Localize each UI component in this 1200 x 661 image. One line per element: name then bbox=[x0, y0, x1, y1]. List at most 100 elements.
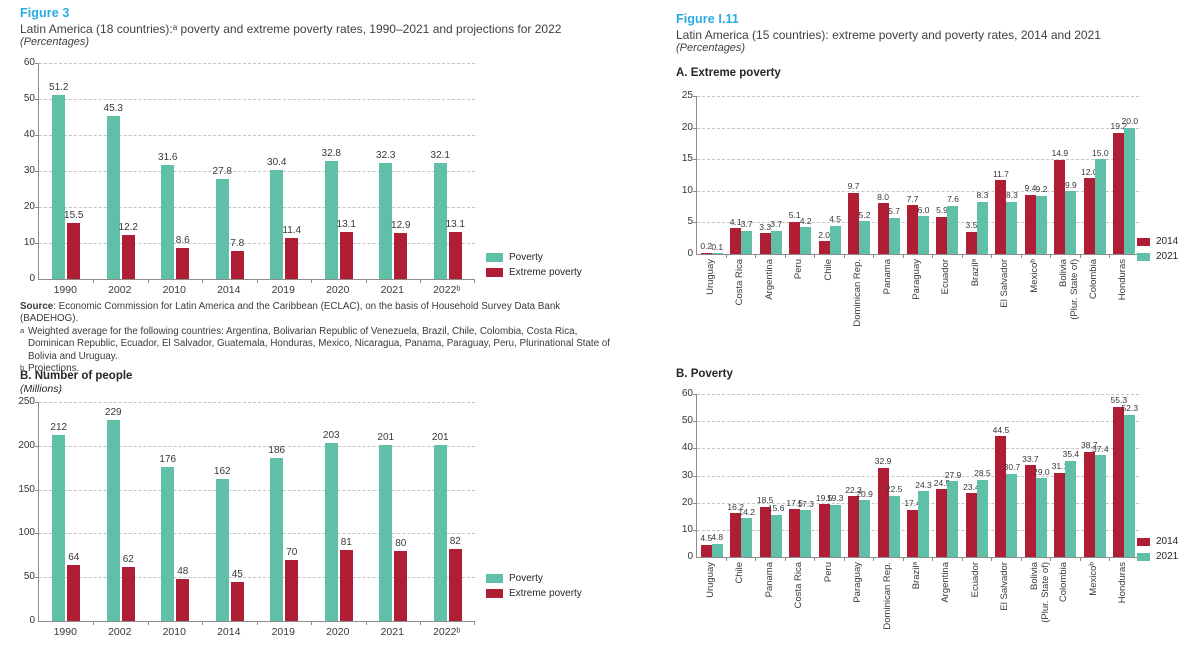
x-axis-label: Peru bbox=[822, 562, 834, 583]
bar-2021: 4.2 bbox=[800, 216, 812, 254]
bar-group: 4.1 3.7 bbox=[726, 96, 755, 254]
bar-poverty: 32.8 bbox=[322, 148, 341, 279]
value-label: 5.7 bbox=[888, 206, 900, 217]
value-label: 52.3 bbox=[1121, 403, 1139, 414]
x-axis-slot: Ecuador bbox=[961, 558, 990, 654]
value-label: 6.0 bbox=[917, 204, 930, 215]
x-axis-label: Paraguay bbox=[911, 259, 923, 300]
bar-group: 16.2 14.2 bbox=[726, 394, 755, 557]
chart-poverty-by-country: 0 10 20 30 40 50 60 4.5 4.8 16.2 14.2 18.5 15.6 17.5 1… bbox=[672, 386, 1200, 654]
x-axis-tick bbox=[814, 254, 816, 258]
x-axis-labels: Uruguay Chile Panama Costa Rica Peru Paraguay… bbox=[696, 558, 1138, 654]
bar-poverty: 201 bbox=[377, 432, 394, 621]
value-label: 17.3 bbox=[797, 498, 814, 509]
y-axis-tick-label: 0 bbox=[687, 551, 693, 562]
x-axis-slot: Honduras bbox=[1109, 558, 1138, 654]
bar-group: 14.9 9.9 bbox=[1051, 96, 1080, 254]
bar-2014: 8.0 bbox=[877, 192, 889, 254]
bar-poverty: 212 bbox=[50, 422, 67, 621]
y-axis-tick bbox=[693, 127, 697, 129]
gridline bbox=[697, 421, 1139, 423]
value-label: 19.3 bbox=[826, 493, 844, 504]
value-label: 17.4 bbox=[904, 498, 921, 509]
value-label: 80 bbox=[395, 537, 407, 549]
bar-2014: 33.7 bbox=[1022, 454, 1039, 557]
bar-poverty: 229 bbox=[105, 407, 122, 621]
bar-extreme-poverty: 48 bbox=[176, 566, 190, 621]
bar-extreme-poverty: 64 bbox=[67, 552, 81, 621]
x-axis-slot: Argentina bbox=[755, 255, 784, 351]
value-label: 15.5 bbox=[64, 210, 84, 222]
x-axis-label: 2014 bbox=[217, 626, 241, 638]
y-axis-tick bbox=[35, 135, 39, 136]
bar-extreme-poverty: 82 bbox=[448, 536, 462, 621]
bar-poverty: 51.2 bbox=[49, 82, 68, 279]
bar-2021: 37.4 bbox=[1092, 444, 1109, 557]
bar-2021: 14.2 bbox=[738, 507, 755, 557]
bar-2014: 38.7 bbox=[1081, 440, 1098, 557]
x-axis-labels: Uruguay Costa Rica Argentina Peru Chile Domin… bbox=[696, 255, 1138, 351]
bar-2014: 16.2 bbox=[727, 502, 744, 557]
legend-label: Extreme poverty bbox=[509, 588, 582, 599]
bars-layer: 0.2 0.1 4.1 3.7 3.3 3.7 5.1 4.2 2.0 4.5 9.7 5.2 8.0 5… bbox=[697, 96, 1139, 254]
bar-extreme-poverty: 12.2 bbox=[119, 222, 138, 279]
gridline bbox=[39, 533, 475, 535]
bar-extreme-poverty: 15.5 bbox=[64, 210, 83, 279]
x-axis-tick bbox=[725, 254, 727, 258]
figure-i11-header: Figure I.11 Latin America (15 countries)… bbox=[676, 12, 1196, 54]
legend: Poverty Extreme poverty bbox=[486, 573, 582, 603]
x-axis-slot: 2021 bbox=[365, 622, 420, 638]
value-label: 32.1 bbox=[430, 150, 450, 162]
x-axis-slot: 2022ᵇ bbox=[420, 622, 475, 638]
bar-group: 33.7 29.0 bbox=[1021, 394, 1050, 557]
bar-2014: 0.2 bbox=[700, 241, 712, 254]
value-label: 3.7 bbox=[770, 219, 783, 230]
bar-group: 3.5 8.3 bbox=[962, 96, 991, 254]
bar-group: 9.4 9.2 bbox=[1021, 96, 1050, 254]
value-label: 5.9 bbox=[936, 205, 948, 216]
x-axis-slot: Uruguay bbox=[696, 558, 725, 654]
x-axis-slot: 2020 bbox=[311, 280, 366, 296]
x-axis-slot: Mexicoᵇ bbox=[1079, 558, 1108, 654]
bar-poverty: 32.3 bbox=[376, 150, 395, 279]
gridline bbox=[39, 445, 475, 447]
x-axis-label: 2019 bbox=[271, 284, 295, 296]
y-axis-tick bbox=[35, 533, 39, 535]
value-label: 8.0 bbox=[877, 191, 889, 202]
value-label: 212 bbox=[50, 422, 68, 434]
bar-extreme-poverty: 11.4 bbox=[282, 225, 301, 279]
y-axis-tick-label: 0 bbox=[29, 273, 35, 284]
value-label: 45 bbox=[231, 568, 243, 580]
x-axis-slot: 2022ᵇ bbox=[420, 280, 475, 296]
y-axis-tick bbox=[693, 190, 697, 192]
x-axis-tick bbox=[814, 557, 816, 561]
bar-2014: 22.3 bbox=[845, 485, 862, 557]
bar-2014: 55.3 bbox=[1111, 395, 1127, 557]
bar-group: 55.3 52.3 bbox=[1110, 394, 1139, 557]
x-axis-tick bbox=[147, 621, 149, 625]
x-axis-slot: Chile bbox=[725, 558, 754, 654]
x-axis-tick bbox=[1109, 254, 1111, 258]
bar-group: 38.7 37.4 bbox=[1080, 394, 1109, 557]
y-axis-tick-label: 20 bbox=[23, 201, 35, 212]
value-label: 176 bbox=[159, 453, 177, 465]
y-axis-tick bbox=[693, 448, 697, 450]
x-axis-slot: 1990 bbox=[38, 280, 93, 296]
bar-poverty: 186 bbox=[268, 445, 285, 621]
legend-label: 2021 bbox=[1156, 551, 1179, 562]
y-axis-tick bbox=[693, 159, 697, 161]
bar-poverty: 31.6 bbox=[158, 152, 177, 279]
y-axis-tick bbox=[693, 475, 697, 477]
x-axis-tick bbox=[902, 557, 904, 561]
gridline bbox=[697, 159, 1139, 161]
bar-poverty: 201 bbox=[432, 432, 449, 621]
bar-poverty: 32.1 bbox=[431, 150, 450, 279]
y-axis-tick bbox=[693, 502, 697, 504]
y-axis-tick-label: 50 bbox=[23, 93, 35, 104]
bar-extreme-poverty: 70 bbox=[285, 547, 299, 621]
y-axis-tick-label: 50 bbox=[681, 415, 693, 427]
bar-2021: 28.5 bbox=[974, 468, 991, 557]
bar-extreme-poverty: 8.6 bbox=[176, 235, 190, 279]
value-label: 162 bbox=[213, 466, 231, 478]
y-axis-tick-label: 20 bbox=[681, 496, 693, 508]
